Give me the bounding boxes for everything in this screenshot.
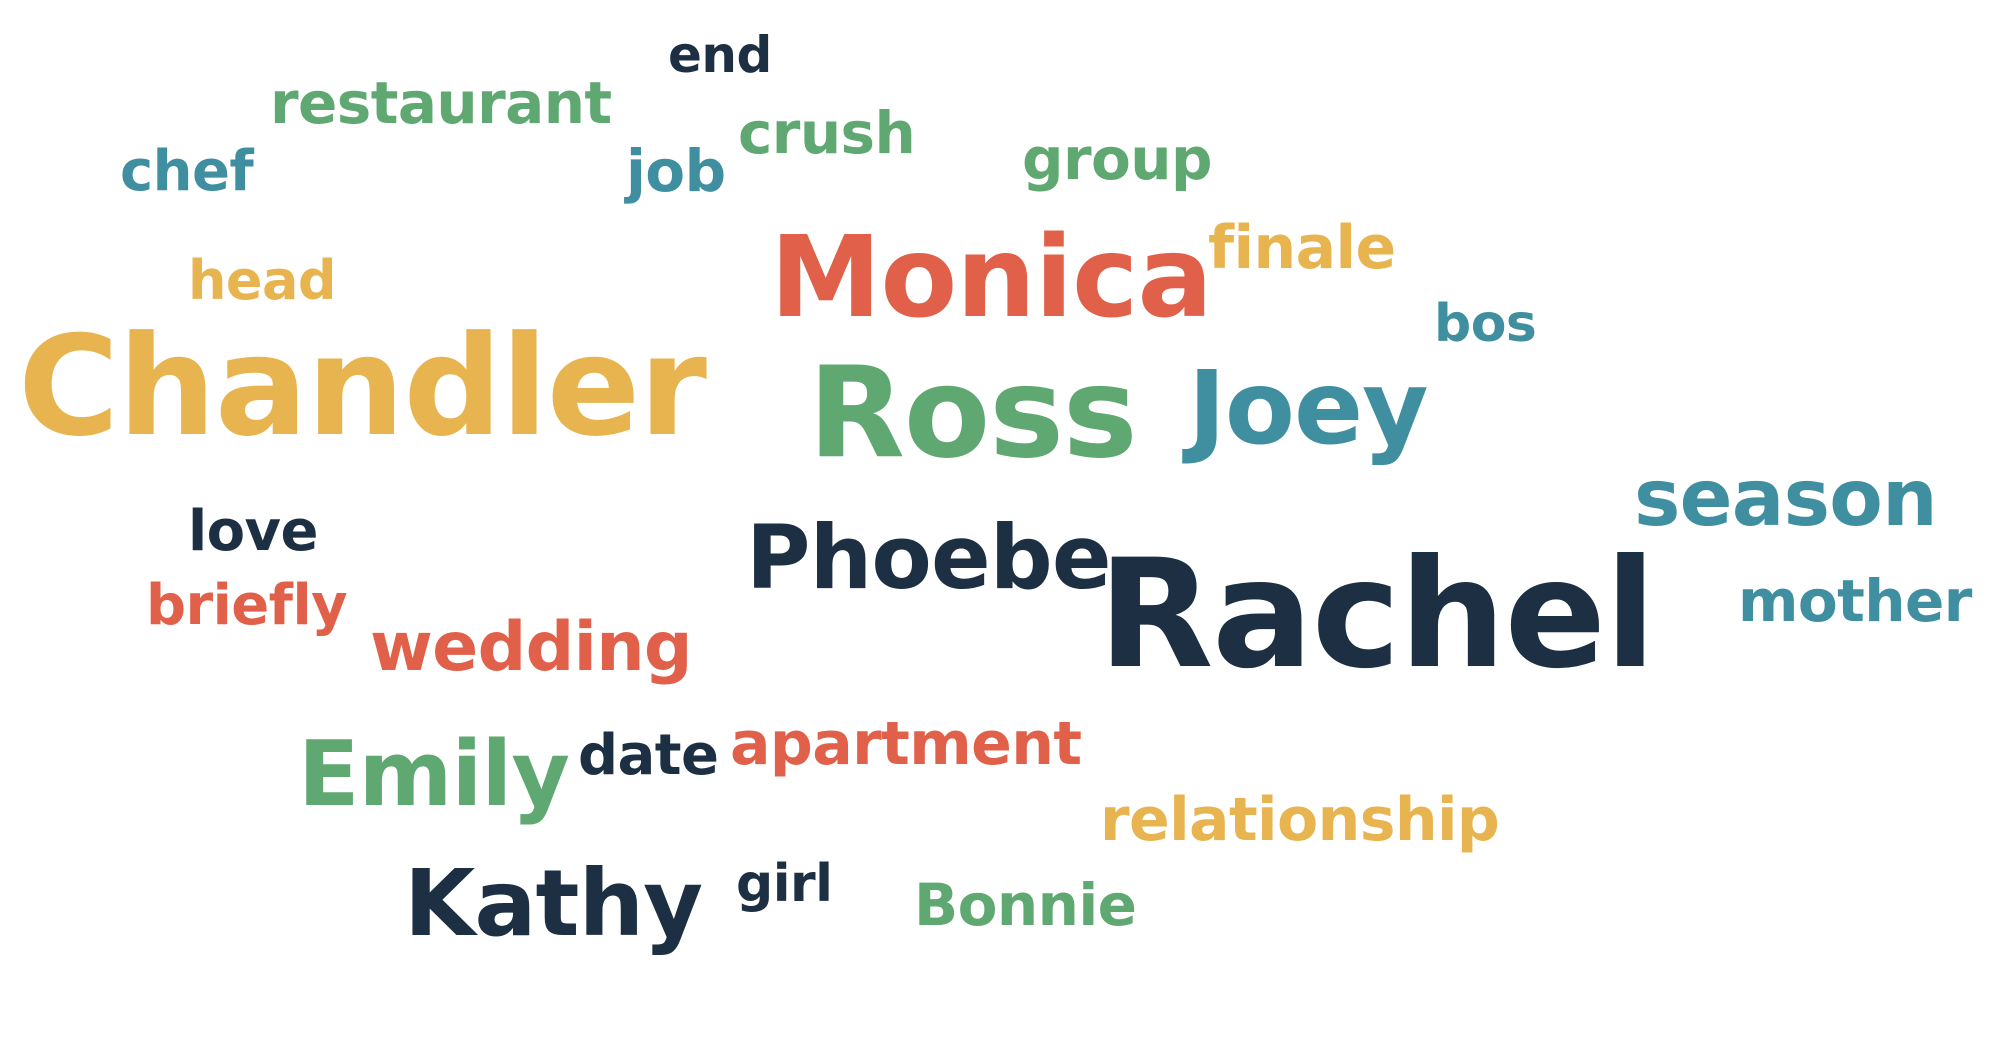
word-chandler: Chandler: [18, 306, 707, 467]
word-date: date: [578, 723, 719, 788]
word-ross: Ross: [808, 339, 1138, 486]
word-phoebe: Phoebe: [746, 506, 1112, 609]
word-crush: crush: [738, 99, 916, 167]
word-love: love: [188, 499, 318, 564]
word-joey: Joey: [1188, 349, 1429, 468]
word-job: job: [626, 137, 726, 205]
word-head: head: [188, 249, 337, 312]
word-finale: finale: [1208, 213, 1396, 283]
word-girl: girl: [736, 854, 833, 914]
word-restaurant: restaurant: [270, 69, 612, 137]
word-relationship: relationship: [1100, 785, 1500, 855]
word-wedding: wedding: [370, 608, 693, 687]
word-mother: mother: [1738, 567, 1972, 635]
word-bonnie: Bonnie: [914, 871, 1137, 939]
word-group: group: [1022, 125, 1212, 193]
word-apartment: apartment: [730, 709, 1082, 779]
word-chef: chef: [120, 139, 254, 204]
word-monica: Monica: [770, 213, 1213, 343]
word-season: season: [1634, 454, 1938, 544]
word-emily: Emily: [298, 722, 570, 827]
word-end: end: [668, 26, 772, 84]
word-kathy: Kathy: [404, 850, 703, 957]
word-bos: bos: [1434, 294, 1537, 354]
word-briefly: briefly: [146, 573, 348, 638]
word-rachel: Rachel: [1098, 528, 1656, 702]
